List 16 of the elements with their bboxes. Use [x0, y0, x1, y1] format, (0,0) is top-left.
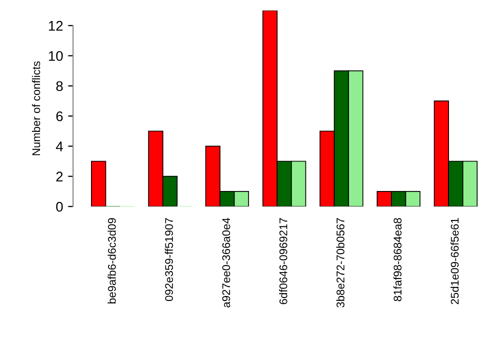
y-tick-label: 4	[56, 142, 63, 152]
y-tick-label: 6	[56, 111, 63, 122]
x-tick-label: 092e359-ff51907	[164, 218, 173, 301]
x-tick-label: 3b8e272-70b0567	[336, 218, 344, 308]
x-tick-label: 6df0646-0969217	[279, 218, 288, 304]
x-tick-label: 81faf98-8684ea8	[393, 218, 402, 302]
x-tick-label: 25d1e09-66f5e61	[450, 218, 459, 304]
y-axis-title: Number of conflicts	[32, 61, 40, 156]
y-tick-label: 10	[48, 51, 63, 61]
x-tick-label: a927ee0-366a0e4	[222, 218, 230, 308]
x-tick-label: be9afb6-d6c3d09	[108, 218, 116, 304]
y-tick-label: 2	[56, 172, 63, 182]
y-tick-label: 8	[56, 81, 63, 92]
y-tick-label: 12	[48, 20, 63, 31]
y-tick-label: 0	[56, 202, 63, 212]
bar	[91, 160, 106, 206]
